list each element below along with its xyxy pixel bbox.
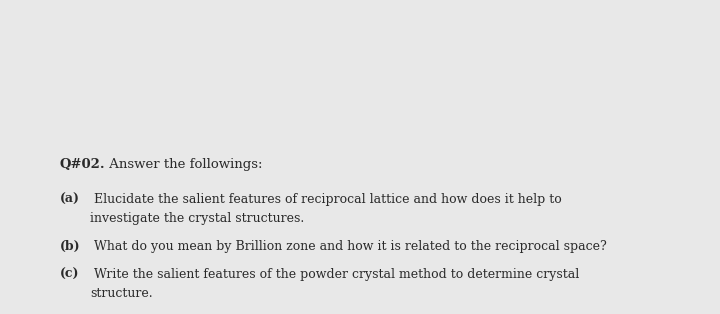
Text: What do you mean by Brillion zone and how it is related to the reciprocal space?: What do you mean by Brillion zone and ho… [90,240,607,253]
Text: Answer the followings:: Answer the followings: [105,158,263,171]
Text: (b): (b) [60,240,81,253]
Text: (c): (c) [60,268,79,281]
Text: Q#02.: Q#02. [60,158,106,171]
Text: Elucidate the salient features of reciprocal lattice and how does it help to
inv: Elucidate the salient features of recipr… [90,193,562,225]
Text: Write the salient features of the powder crystal method to determine crystal
str: Write the salient features of the powder… [90,268,580,300]
Text: (a): (a) [60,193,80,206]
